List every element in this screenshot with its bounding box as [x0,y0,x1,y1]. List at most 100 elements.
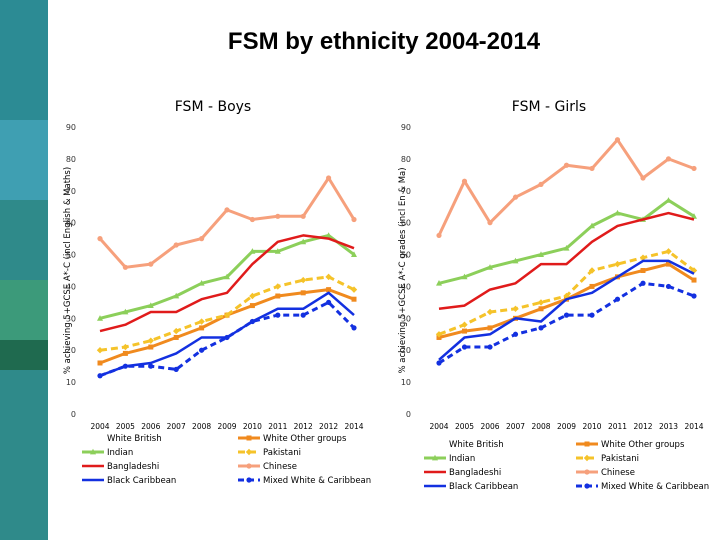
data-point [512,331,519,337]
y-tick-label: 30 [401,314,411,323]
data-point [640,280,646,286]
data-point [537,299,545,306]
x-tick-label: 2008 [192,422,211,431]
x-tick-label: 2012 [633,422,652,431]
data-point [538,306,544,312]
legend-label: White Other groups [601,440,685,450]
data-point [691,293,697,299]
data-point [436,280,442,286]
legend-label: White Other groups [263,434,347,444]
data-point [224,207,230,213]
y-tick-label: 10 [66,378,76,387]
y-tick-label: 80 [66,155,76,164]
data-point [173,292,180,299]
x-tick-label: 2009 [557,422,576,431]
legend-label: Bangladeshi [449,468,501,478]
data-point [249,216,255,223]
chart-title: FSM - Girls [512,99,586,115]
legend-marker [245,448,253,456]
data-point [512,305,519,312]
legend-label: Indian [449,454,475,464]
legend-label: Mixed White & Caribbean [601,482,709,492]
x-tick-label: 2010 [582,422,601,431]
y-tick-label: 0 [71,410,76,419]
data-point [461,321,468,328]
y-tick-label: 90 [401,123,411,132]
data-point [691,165,697,172]
x-tick-label: 2006 [141,422,160,431]
data-point [563,244,570,251]
data-point [538,181,544,187]
data-point [300,238,307,245]
x-tick-label: 2005 [116,422,135,431]
data-point [487,344,493,350]
legend-label: Chinese [601,468,635,478]
data-point [487,325,493,331]
data-point [325,232,332,238]
data-point [691,213,697,219]
series-line [99,234,355,333]
y-tick-label: 20 [66,346,76,355]
y-tick-label: 0 [406,410,411,419]
data-point [589,312,595,318]
data-point [436,360,442,366]
data-point [640,268,646,273]
data-point [223,311,231,319]
data-point [487,264,493,270]
legend-label: Pakistani [263,448,301,458]
data-point [614,296,621,302]
data-point [538,251,544,257]
data-point [173,242,179,248]
left-bar-segment [0,200,48,280]
legend-marker [90,448,96,455]
series-line [438,259,695,361]
data-point [665,197,672,203]
data-point [351,216,357,223]
x-tick-label: 2007 [167,422,186,431]
legend-label: Indian [107,448,133,458]
left-bar-segment [0,370,48,540]
data-point [538,325,544,331]
data-point [147,337,154,344]
data-point [97,373,103,379]
data-point [199,236,205,242]
y-tick-label: 40 [66,282,76,291]
series-line [99,291,355,377]
data-point [665,156,672,162]
y-tick-label: 10 [401,378,411,387]
data-point [97,315,103,321]
x-tick-label: 2004 [90,422,109,431]
y-tick-label: 40 [401,282,411,291]
legend-marker [246,477,252,483]
y-tick-label: 60 [66,219,76,228]
data-point [563,312,570,318]
legend-label: Black Caribbean [107,476,176,486]
legend-label: Chinese [263,462,297,472]
data-point [512,194,519,200]
data-point [325,273,332,281]
data-point [435,331,443,338]
data-point [97,236,103,242]
left-bar-segment [0,340,48,370]
y-tick-label: 30 [66,314,76,323]
data-point [249,292,256,300]
x-tick-label: 2014 [344,422,363,431]
legend-marker [432,454,438,461]
x-tick-label: 2011 [268,422,287,431]
data-point [224,273,230,280]
data-point [588,267,596,274]
data-point [351,325,357,331]
y-tick-label: 50 [401,251,411,260]
data-point [173,334,179,340]
data-point [462,328,467,334]
data-point [173,366,179,372]
series-line [99,300,356,378]
data-point [199,325,205,331]
series-line [437,138,695,237]
data-point [436,232,442,239]
y-tick-label: 70 [401,187,411,196]
left-bar-segment [0,120,48,200]
data-point [224,334,230,341]
slide-panel [48,0,720,540]
